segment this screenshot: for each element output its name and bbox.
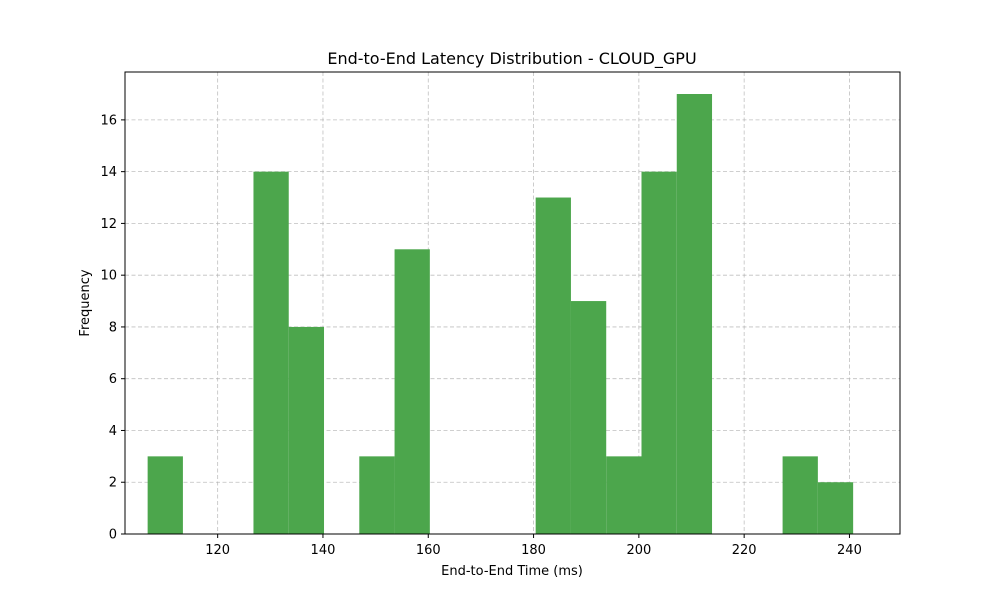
histogram-bar xyxy=(676,94,713,534)
x-tick-label: 160 xyxy=(416,543,441,558)
histogram-bar xyxy=(288,326,325,534)
histogram-bar xyxy=(359,456,395,534)
x-tick-label: 120 xyxy=(205,543,230,558)
y-tick-label: 4 xyxy=(109,424,117,439)
histogram-bar xyxy=(641,171,677,534)
x-tick-label: 240 xyxy=(837,543,862,558)
x-tick-label: 220 xyxy=(732,543,757,558)
y-tick-label: 16 xyxy=(100,113,117,128)
histogram-bar xyxy=(606,456,642,534)
y-tick-label: 8 xyxy=(109,320,117,335)
y-tick-label: 10 xyxy=(100,269,117,284)
y-tick-label: 14 xyxy=(100,165,117,180)
histogram-bar xyxy=(147,456,183,534)
histogram-bars xyxy=(147,94,854,534)
y-tick-label: 12 xyxy=(100,217,117,232)
plot-area-frame xyxy=(124,71,901,535)
histogram-bar xyxy=(535,197,571,534)
y-tick-label: 2 xyxy=(109,476,117,491)
y-axis-label: Frequency xyxy=(78,269,93,336)
histogram-bar xyxy=(817,482,854,534)
y-axis-ticks: 0 2 4 6 8 10 12 14 16 xyxy=(100,113,125,543)
histogram-bar xyxy=(394,249,430,534)
histogram-bar xyxy=(782,456,818,534)
x-axis-label: End-to-End Time (ms) xyxy=(441,564,583,579)
y-tick-label: 0 xyxy=(109,528,117,543)
chart-title: End-to-End Latency Distribution - CLOUD_… xyxy=(327,49,696,69)
histogram-bar xyxy=(253,171,289,534)
y-tick-label: 6 xyxy=(109,372,117,387)
x-tick-label: 200 xyxy=(626,543,651,558)
x-axis-ticks: 120 140 160 180 200 220 240 xyxy=(205,534,862,558)
histogram-bar xyxy=(570,301,607,534)
x-tick-label: 140 xyxy=(311,543,336,558)
x-tick-label: 180 xyxy=(521,543,546,558)
